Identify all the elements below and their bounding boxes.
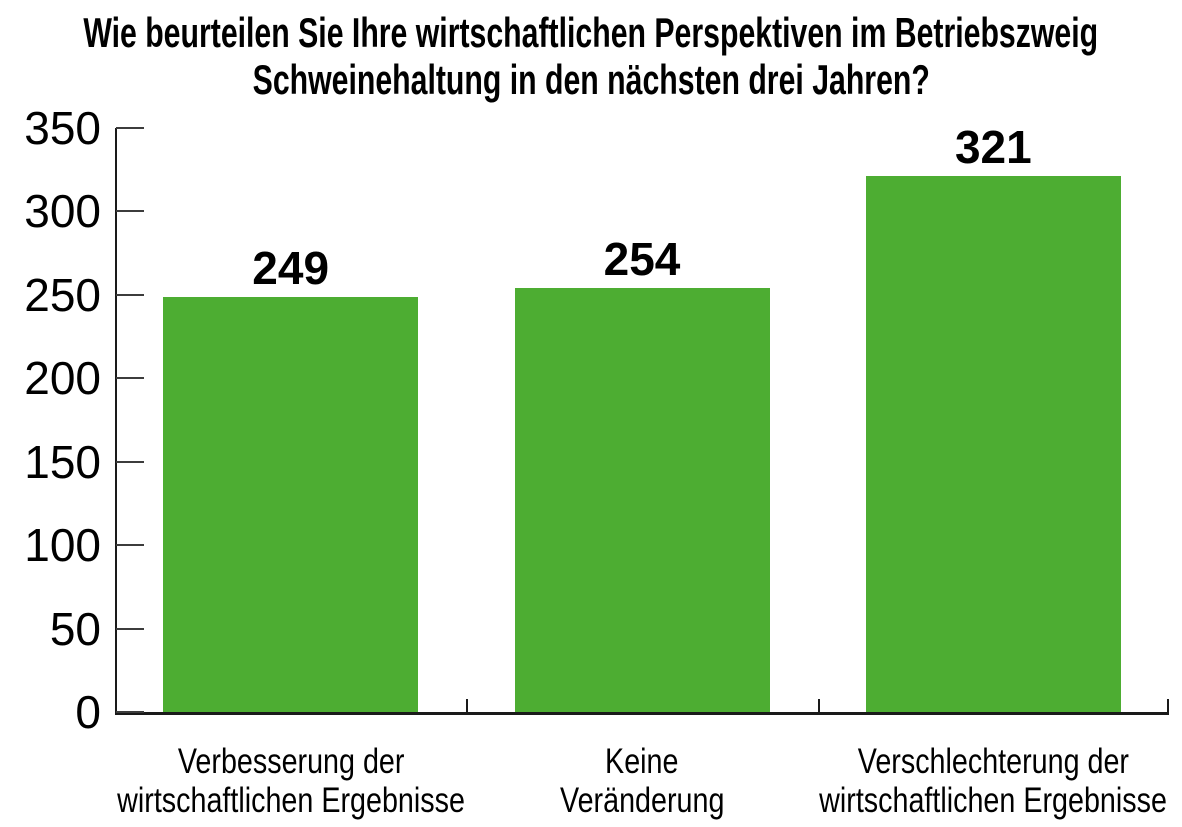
x-category-label-3: Verschlechterung der wirtschaftlichen Erg… bbox=[753, 742, 1182, 820]
x-category-label-2-line-2: Veränderung bbox=[402, 781, 882, 820]
bar-value-label-1: 249 bbox=[252, 241, 330, 294]
y-axis-line bbox=[115, 128, 117, 715]
x-category-label-2-line-1-text: Keine bbox=[605, 742, 679, 781]
x-category-label-2-line-2-text: Veränderung bbox=[559, 781, 725, 820]
y-tick-250 bbox=[116, 293, 144, 296]
x-category-label-1: Verbesserung der wirtschaftlichen Ergebni… bbox=[51, 742, 531, 820]
y-tick-100 bbox=[116, 544, 144, 547]
bar-1 bbox=[163, 296, 419, 712]
x-category-label-1-line-1: Verbesserung der bbox=[51, 742, 531, 781]
y-tick-label-150: 150 bbox=[24, 435, 101, 488]
x-category-label-1-line-2: wirtschaftlichen Ergebnisse bbox=[51, 781, 531, 820]
y-tick-200 bbox=[116, 377, 144, 380]
y-tick-300 bbox=[116, 210, 144, 213]
y-tick-label-300: 300 bbox=[24, 185, 101, 238]
y-tick-label-200: 200 bbox=[24, 352, 101, 405]
x-category-label-1-line-2-text: wirtschaftlichen Ergebnisse bbox=[116, 781, 465, 820]
bar-value-label-2: 254 bbox=[603, 233, 681, 286]
y-tick-0 bbox=[116, 711, 144, 713]
x-axis-tick-2 bbox=[817, 699, 820, 712]
x-category-label-2-line-1: Keine bbox=[402, 742, 882, 781]
y-tick-150 bbox=[116, 460, 144, 463]
x-category-label-3-line-2-text: wirtschaftlichen Ergebnisse bbox=[819, 781, 1168, 820]
x-category-label-1-line-1-text: Verbesserung der bbox=[177, 742, 404, 781]
y-tick-label-50: 50 bbox=[49, 602, 101, 655]
y-tick-label-0: 0 bbox=[75, 686, 101, 738]
bar-value-label-3: 321 bbox=[954, 121, 1032, 174]
x-axis-tick-3 bbox=[1167, 699, 1169, 712]
y-tick-label-100: 100 bbox=[24, 519, 101, 572]
chart-title-line-2: Schweinehaltung in den nächsten drei Jah… bbox=[0, 56, 1182, 103]
x-axis-tick-1 bbox=[466, 699, 469, 712]
chart-title-line-1: Wie beurteilen Sie Ihre wirtschaftlichen… bbox=[0, 9, 1182, 56]
x-axis-line bbox=[115, 712, 1169, 715]
y-tick-350 bbox=[116, 127, 144, 129]
x-category-label-3-line-1-text: Verschlechterung der bbox=[857, 742, 1129, 781]
y-tick-label-250: 250 bbox=[24, 268, 101, 321]
bar-3 bbox=[865, 176, 1121, 712]
y-tick-50 bbox=[116, 627, 144, 630]
x-category-label-3-line-2: wirtschaftlichen Ergebnisse bbox=[753, 781, 1182, 820]
plot-area bbox=[115, 127, 1169, 715]
x-category-label-2: Keine Veränderung bbox=[402, 742, 882, 820]
y-tick-label-350: 350 bbox=[24, 102, 101, 154]
chart-title-line-1-text: Wie beurteilen Sie Ihre wirtschaftlichen… bbox=[83, 9, 1099, 56]
bar-2 bbox=[514, 288, 770, 712]
chart-title: Wie beurteilen Sie Ihre wirtschaftlichen… bbox=[0, 9, 1182, 103]
chart-title-line-2-text: Schweinehaltung in den nächsten drei Jah… bbox=[252, 56, 930, 103]
x-category-label-3-line-1: Verschlechterung der bbox=[753, 742, 1182, 781]
